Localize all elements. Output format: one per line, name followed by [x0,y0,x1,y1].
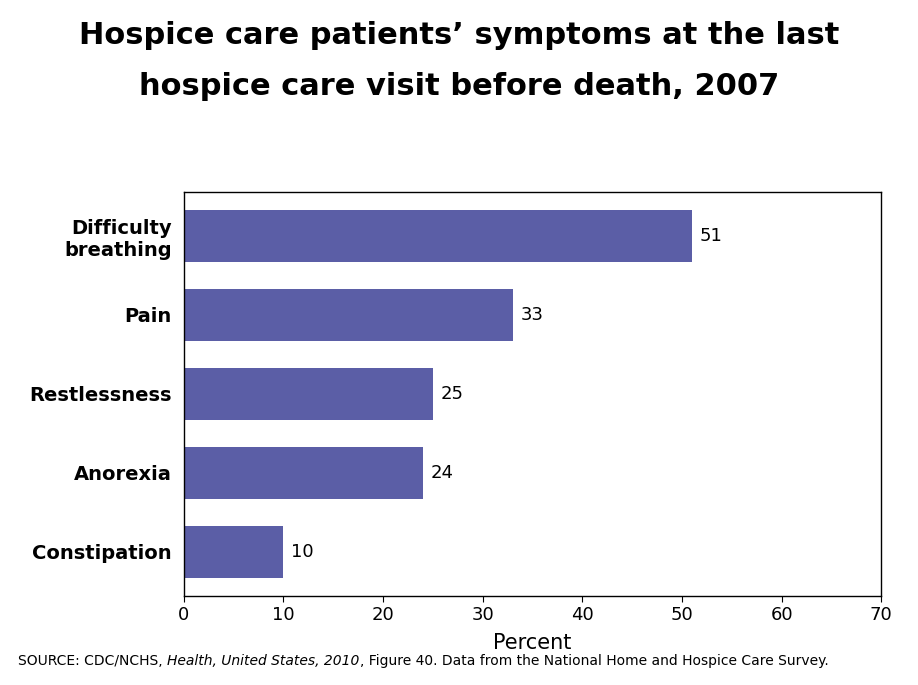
Bar [184,369,432,419]
Text: SOURCE: CDC/NCHS,: SOURCE: CDC/NCHS, [18,654,167,668]
Bar [184,289,512,340]
Bar [184,210,692,262]
Text: 51: 51 [700,227,722,245]
Bar [184,447,423,499]
Text: Hospice care patients’ symptoms at the last: Hospice care patients’ symptoms at the l… [79,21,839,49]
Text: 24: 24 [431,464,453,482]
Text: 10: 10 [291,543,314,561]
Text: 25: 25 [441,385,464,403]
Bar [184,526,284,577]
Text: 33: 33 [521,306,543,324]
X-axis label: Percent: Percent [493,633,572,653]
Text: , Figure 40. Data from the National Home and Hospice Care Survey.: , Figure 40. Data from the National Home… [360,654,828,668]
Text: Health, United States, 2010: Health, United States, 2010 [167,654,360,668]
Text: hospice care visit before death, 2007: hospice care visit before death, 2007 [139,72,779,101]
